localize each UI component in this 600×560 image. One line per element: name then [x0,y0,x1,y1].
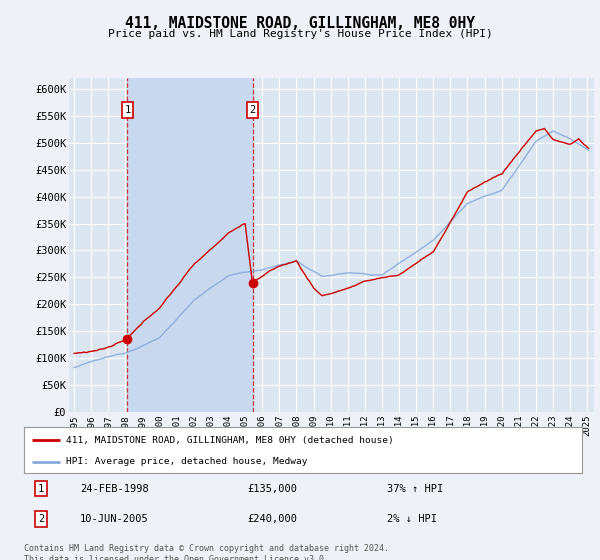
Text: 37% ↑ HPI: 37% ↑ HPI [387,484,443,494]
Text: Price paid vs. HM Land Registry's House Price Index (HPI): Price paid vs. HM Land Registry's House … [107,29,493,39]
Text: HPI: Average price, detached house, Medway: HPI: Average price, detached house, Medw… [66,457,307,466]
Text: 2: 2 [38,514,44,524]
Bar [127,78,253,412]
Text: £135,000: £135,000 [247,484,297,494]
Text: 10-JUN-2005: 10-JUN-2005 [80,514,149,524]
Text: £240,000: £240,000 [247,514,297,524]
Text: 2: 2 [250,105,256,115]
Text: 411, MAIDSTONE ROAD, GILLINGHAM, ME8 0HY (detached house): 411, MAIDSTONE ROAD, GILLINGHAM, ME8 0HY… [66,436,394,445]
Text: 411, MAIDSTONE ROAD, GILLINGHAM, ME8 0HY: 411, MAIDSTONE ROAD, GILLINGHAM, ME8 0HY [125,16,475,31]
Text: 2% ↓ HPI: 2% ↓ HPI [387,514,437,524]
Text: 1: 1 [124,105,131,115]
Text: 1: 1 [38,484,44,494]
Text: Contains HM Land Registry data © Crown copyright and database right 2024.
This d: Contains HM Land Registry data © Crown c… [24,544,389,560]
Text: 24-FEB-1998: 24-FEB-1998 [80,484,149,494]
